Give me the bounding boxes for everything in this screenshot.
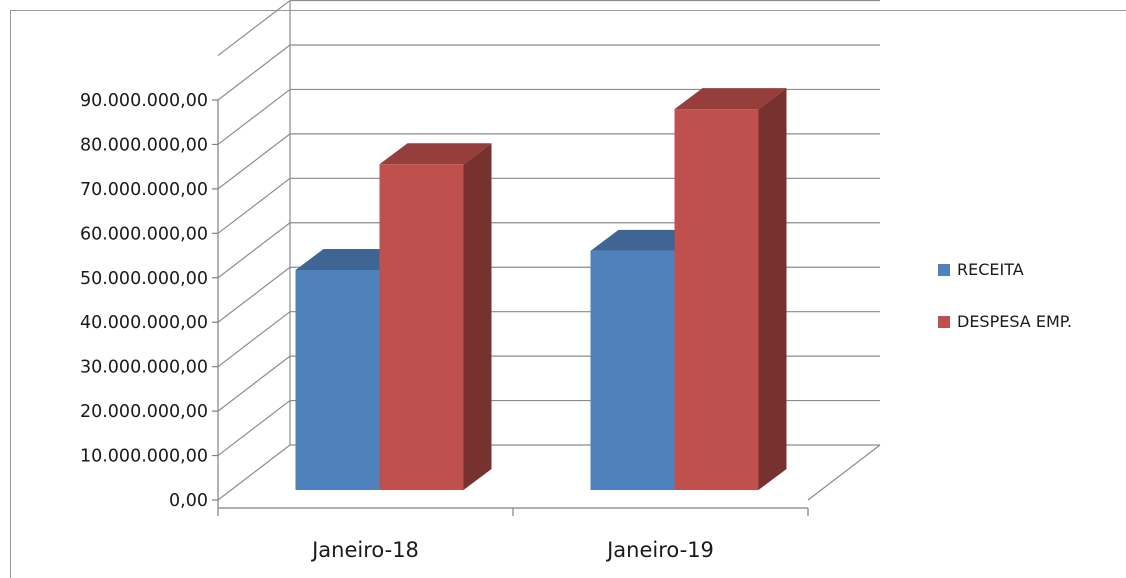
gridline-side — [217, 88, 291, 145]
bar-front — [674, 109, 759, 490]
y-tick-label: 80.000.000,00 — [80, 135, 208, 155]
gridline-side — [217, 311, 291, 368]
legend-swatch — [938, 316, 950, 328]
bars — [295, 88, 787, 490]
y-tick-label: 40.000.000,00 — [80, 313, 208, 333]
bar-front — [590, 250, 675, 490]
y-tick-label: 10.000.000,00 — [80, 447, 208, 467]
bar-front — [379, 164, 464, 490]
y-tick-label: 0,00 — [169, 491, 208, 511]
y-tick-label: 30.000.000,00 — [80, 358, 208, 378]
gridline-side — [217, 0, 291, 57]
bar-top — [379, 143, 492, 165]
bar — [674, 88, 787, 490]
gridline-side — [217, 400, 291, 457]
gridline-side — [217, 222, 291, 279]
y-tick-label: 60.000.000,00 — [80, 224, 208, 244]
gridline-side — [217, 355, 291, 412]
labels: 0,00 10.000.000,00 20.000.000,00 30.000.000… — [80, 91, 714, 562]
legend: RECEITA DESPESA EMP. — [938, 260, 1072, 331]
gridline-side — [217, 444, 291, 501]
axes — [212, 99, 809, 516]
legend-swatch — [938, 264, 950, 276]
gridline-side — [217, 177, 291, 234]
y-tick-label: 70.000.000,00 — [80, 180, 208, 200]
gridline-side — [217, 266, 291, 323]
gridline-side — [217, 44, 291, 101]
bar-top — [674, 88, 787, 110]
y-tick-label: 20.000.000,00 — [80, 402, 208, 422]
bar-side — [463, 143, 492, 490]
bar — [379, 143, 492, 490]
gridline-side — [217, 133, 291, 190]
x-category-label: Janeiro-19 — [605, 538, 714, 562]
legend-label: RECEITA — [957, 260, 1024, 279]
bar-side — [758, 88, 787, 490]
floor-edge — [807, 444, 881, 501]
y-tick-label: 90.000.000,00 — [80, 91, 208, 111]
y-tick-label: 50.000.000,00 — [80, 269, 208, 289]
chart-frame — [10, 10, 1126, 578]
x-category-label: Janeiro-18 — [310, 538, 419, 562]
legend-label: DESPESA EMP. — [957, 312, 1072, 331]
bar-front — [295, 270, 380, 490]
